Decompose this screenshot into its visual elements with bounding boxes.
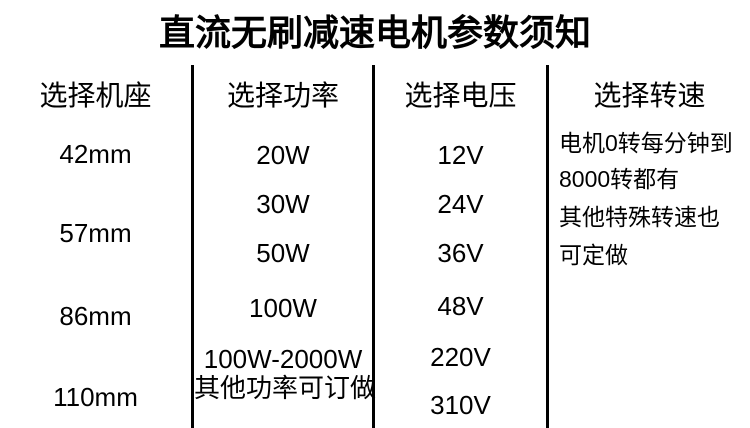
voltage-option: 24V bbox=[437, 189, 484, 219]
frame-size-option: 42mm bbox=[59, 139, 132, 169]
column-header-speed: 选择转速 bbox=[593, 80, 706, 111]
column-header-voltage: 选择电压 bbox=[404, 80, 517, 111]
voltage-option: 36V bbox=[437, 238, 484, 268]
column-divider-2 bbox=[372, 65, 375, 428]
power-option: 100W-2000W bbox=[203, 344, 363, 374]
column-voltage: 选择电压 12V 24V 36V 48V 220V 310V bbox=[375, 0, 546, 428]
voltage-option: 48V bbox=[437, 291, 484, 321]
power-custom-note: 其他功率可订做 bbox=[194, 373, 377, 403]
power-option: 20W bbox=[256, 140, 310, 170]
power-option: 100W bbox=[249, 293, 317, 323]
speed-note-line: 电机0转每分钟到 bbox=[559, 130, 733, 156]
speed-note-line: 其他特殊转速也 bbox=[559, 204, 720, 230]
voltage-option: 12V bbox=[437, 140, 484, 170]
frame-size-option: 86mm bbox=[59, 301, 132, 331]
power-option: 50W bbox=[256, 238, 310, 268]
column-divider-1 bbox=[191, 65, 194, 428]
power-option: 30W bbox=[256, 189, 310, 219]
page-title: 直流无刷减速电机参数须知 bbox=[158, 12, 591, 53]
column-header-frame-size: 选择机座 bbox=[39, 80, 152, 111]
frame-size-option: 110mm bbox=[53, 382, 138, 412]
voltage-option: 310V bbox=[430, 390, 491, 420]
column-frame-size: 选择机座 42mm 57mm 86mm 110mm bbox=[0, 0, 191, 428]
voltage-option: 220V bbox=[430, 342, 491, 372]
column-divider-3 bbox=[546, 65, 549, 428]
column-speed: 选择转速 电机0转每分钟到 8000转都有 其他特殊转速也 可定做 bbox=[549, 0, 750, 428]
speed-note-line: 可定做 bbox=[559, 242, 628, 268]
column-header-power: 选择功率 bbox=[226, 80, 339, 111]
speed-note-line: 8000转都有 bbox=[559, 166, 680, 192]
column-power: 选择功率 20W 30W 50W 100W 100W-2000W 其他功率可订做 bbox=[194, 0, 377, 428]
frame-size-option: 57mm bbox=[59, 218, 132, 248]
